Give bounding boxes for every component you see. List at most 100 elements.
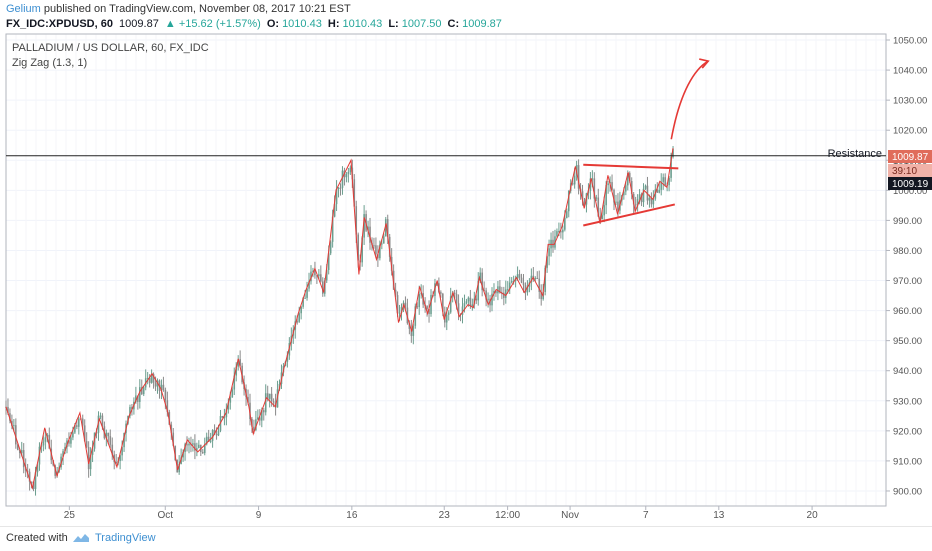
candle-body [62, 451, 64, 457]
footer-bar: Created with TradingView [0, 526, 932, 551]
candle-body [426, 306, 428, 309]
candle-body [632, 193, 635, 205]
x-tick-label: 25 [64, 510, 76, 521]
candle-body [479, 272, 482, 281]
resistance-label: Resistance [828, 148, 882, 160]
candle-body [442, 293, 444, 312]
candle-body [430, 294, 432, 315]
candle-body [623, 191, 625, 196]
price-scale[interactable]: 900.00 910.00 920.00 930.00 940.00 950.00 960.… [886, 36, 927, 498]
y-tick-label: 920.00 [893, 426, 922, 437]
candle-body [314, 270, 316, 276]
ohlc-header: FX_IDC:XPDUSD, 60 1009.87 ▲ +15.62 (+1.5… [6, 18, 505, 30]
candle-body [95, 432, 98, 434]
y-tick-label: 950.00 [893, 336, 922, 347]
candle-body [101, 415, 104, 427]
candle-body [166, 400, 169, 412]
candle-body [335, 188, 338, 205]
candle-body [262, 410, 265, 413]
candle-body [268, 393, 271, 399]
candle-body [188, 443, 190, 446]
candle-body [630, 181, 633, 194]
candle-body [347, 171, 350, 174]
open-value: 1010.43 [282, 18, 322, 30]
time-scale[interactable]: 25 Oct 9 16 23 12:00 Nov 7 13 20 [64, 506, 818, 521]
candle-body [78, 418, 80, 427]
wedge-lower-line [583, 203, 676, 227]
y-tick-label: 1040.00 [893, 66, 927, 77]
high-value: 1010.43 [342, 18, 383, 30]
candle-body [139, 387, 141, 402]
candle-body [400, 307, 403, 313]
author-link[interactable]: Gelium [6, 3, 41, 15]
candle-body [296, 321, 299, 323]
candle-body [540, 291, 543, 300]
candle-body [349, 167, 352, 172]
candle-body [42, 441, 45, 446]
candle-body [135, 395, 137, 402]
candle-body [461, 306, 464, 315]
candle-body [530, 275, 533, 283]
candle-body [337, 187, 340, 189]
candle-body [331, 216, 334, 242]
x-tick-label: 23 [439, 510, 451, 521]
candle-body [455, 294, 458, 304]
candle-body [428, 308, 430, 315]
x-tick-label: 20 [807, 510, 819, 521]
candle-body [481, 272, 483, 291]
candle-body [7, 406, 9, 414]
candle-body [170, 424, 173, 433]
candle-body [308, 281, 310, 289]
candle-body [85, 441, 88, 447]
candle-body [121, 447, 123, 456]
change-value: ▲ +15.62 (+1.57%) [164, 18, 261, 30]
y-tick-label: 980.00 [893, 246, 922, 257]
y-tick-label: 990.00 [893, 216, 922, 227]
candle-body [414, 306, 417, 326]
candle-body [227, 402, 230, 410]
candle-body [361, 237, 363, 263]
price-chart[interactable]: 900.00 910.00 920.00 930.00 940.00 950.00 960.… [0, 0, 932, 526]
close-value: 1009.87 [462, 18, 502, 30]
candle-body [140, 387, 143, 395]
candle-body [152, 374, 155, 383]
candle-body [617, 201, 619, 211]
candle-body [640, 194, 643, 203]
candle-body [272, 401, 275, 403]
candle-body [162, 384, 165, 390]
candle-body [253, 426, 255, 431]
candle-body [123, 432, 125, 448]
candle-body [595, 197, 598, 199]
candle-body [333, 204, 336, 217]
candle-body [491, 293, 493, 306]
candlestick-series [5, 146, 674, 496]
candle-body [223, 417, 226, 419]
indicator-legend[interactable]: Zig Zag (1.3, 1) [12, 57, 87, 69]
crosshair-price-tag: 1009.19 [888, 177, 932, 190]
candle-body [449, 296, 452, 313]
candle-body [487, 298, 489, 300]
drawings[interactable] [6, 58, 886, 227]
y-tick-label: 940.00 [893, 366, 922, 377]
candle-body [237, 359, 239, 367]
tradingview-logo-icon[interactable] [72, 532, 90, 544]
candle-body [9, 413, 11, 421]
candle-body [160, 384, 163, 391]
candle-body [312, 270, 314, 272]
candle-body [396, 295, 399, 314]
candle-body [205, 436, 208, 445]
candle-body [44, 437, 47, 442]
candle-body [650, 197, 653, 205]
candle-body [386, 219, 389, 237]
candle-body [341, 170, 344, 188]
tradingview-brand-link[interactable]: TradingView [95, 532, 156, 544]
candle-body [367, 226, 369, 231]
candle-body [201, 452, 204, 454]
breakout-arrow [670, 60, 709, 140]
candle-body [477, 280, 480, 301]
candle-body [211, 429, 214, 441]
candle-body [329, 241, 332, 254]
candle-body [638, 194, 641, 200]
candle-body [217, 430, 220, 436]
candle-body [520, 277, 523, 283]
